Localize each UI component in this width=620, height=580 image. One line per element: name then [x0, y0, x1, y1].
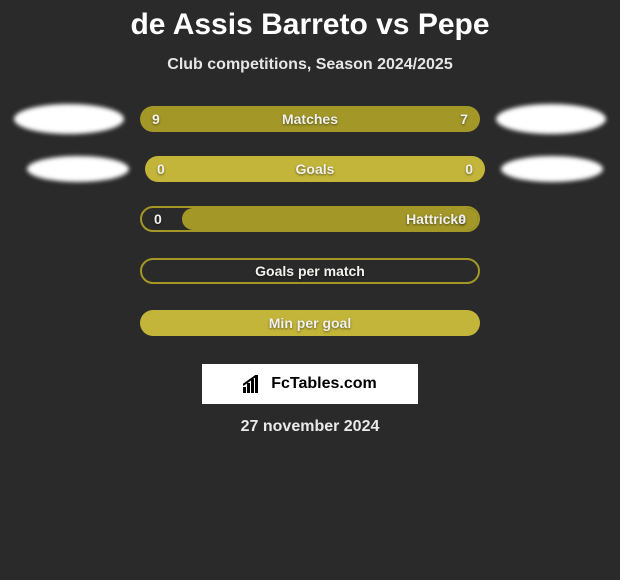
stat-right-value: 0	[458, 211, 466, 227]
stat-label: Goals per match	[255, 263, 365, 279]
date-label: 27 november 2024	[0, 418, 620, 436]
player-right-marker	[501, 156, 603, 182]
brand-name: FcTables.com	[271, 375, 377, 393]
stat-bar-hattricks: 0 Hattricks 0	[140, 206, 480, 232]
stat-bar-gpm: Goals per match	[140, 258, 480, 284]
stat-row-matches: 9 Matches 7	[0, 104, 620, 134]
stat-bar-mpg: Min per goal	[140, 310, 480, 336]
stat-bar-matches: 9 Matches 7	[140, 106, 480, 132]
stat-row-hattricks: 0 Hattricks 0	[0, 204, 620, 234]
stat-left-value: 9	[152, 111, 160, 127]
stat-left-value: 0	[154, 211, 162, 227]
player-left-marker	[27, 156, 129, 182]
stat-right-value: 0	[465, 161, 473, 177]
spacer	[496, 204, 606, 234]
brand-logo[interactable]: FcTables.com	[202, 364, 418, 404]
player-right-marker	[496, 104, 606, 134]
stat-right-value: 7	[460, 111, 468, 127]
stat-row-goals: 0 Goals 0	[0, 156, 620, 182]
stat-label: Matches	[282, 111, 338, 127]
spacer	[14, 308, 124, 338]
page-subtitle: Club competitions, Season 2024/2025	[0, 56, 620, 74]
player-left-marker	[14, 104, 124, 134]
stat-label: Hattricks	[406, 211, 466, 227]
stat-rows: 9 Matches 7 0 Goals 0 0 Hattricks 0	[0, 104, 620, 338]
stat-left-value: 0	[157, 161, 165, 177]
stat-bar-goals: 0 Goals 0	[145, 156, 485, 182]
comparison-widget: de Assis Barreto vs Pepe Club competitio…	[0, 0, 620, 436]
stat-row-mpg: Min per goal	[0, 308, 620, 338]
spacer	[14, 204, 124, 234]
stat-label: Goals	[296, 161, 335, 177]
spacer	[14, 256, 124, 286]
stat-row-gpm: Goals per match	[0, 256, 620, 286]
stat-label: Min per goal	[269, 315, 351, 331]
spacer	[496, 308, 606, 338]
spacer	[496, 256, 606, 286]
chart-bars-icon	[243, 375, 265, 393]
page-title: de Assis Barreto vs Pepe	[0, 8, 620, 42]
